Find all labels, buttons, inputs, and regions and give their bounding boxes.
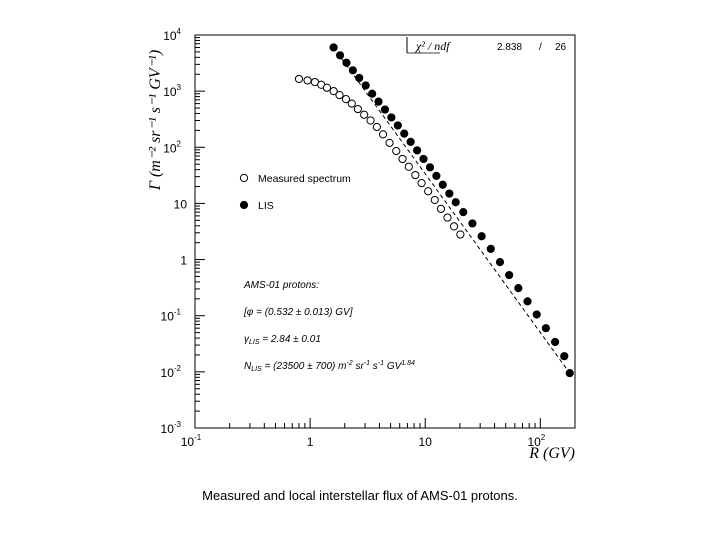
lis-point	[374, 97, 383, 106]
stats-separator: /	[539, 42, 542, 53]
annotation-gamma: γLIS = 2.84 ± 0.01	[244, 334, 321, 346]
stats-ndf-value: 26	[555, 42, 567, 53]
measured-point	[347, 99, 356, 108]
legend-label-lis: LIS	[258, 200, 274, 212]
lis-point	[406, 137, 415, 146]
y-tick-label: 102	[163, 139, 181, 155]
measured-point	[353, 104, 362, 114]
y-axis-title: Γ (m⁻² sr⁻¹ s⁻¹ GV⁻¹)	[147, 50, 164, 191]
lis-point	[459, 208, 468, 217]
measured-point	[430, 195, 439, 205]
legend-label-measured: Measured spectrum	[258, 173, 351, 185]
lis-point	[380, 105, 390, 114]
annotation-title: AMS-01 protons:	[243, 280, 319, 291]
measured-point	[372, 122, 381, 132]
lis-point	[361, 81, 370, 90]
measured-point	[294, 74, 304, 84]
measured-point	[329, 87, 338, 96]
lis-point	[368, 89, 377, 98]
measured-point	[385, 138, 394, 147]
x-tick-label: 102	[527, 433, 545, 449]
lis-point	[393, 121, 402, 130]
chart: 10-1 1 10 102 10-3 10-2 10-1 1 10 102 103 104 χ² / …	[147, 27, 576, 462]
x-tick-label: 10-1	[181, 433, 202, 449]
measured-point	[378, 130, 388, 139]
measured-point	[341, 95, 351, 104]
measured-point	[398, 154, 407, 164]
series-measured	[294, 74, 465, 239]
stats-chi2-label: χ² / ndf	[415, 39, 451, 53]
measured-point	[443, 213, 452, 222]
y-tick-label: 1	[180, 254, 187, 268]
measured-point	[417, 179, 426, 188]
stats-chi2-value: 2.838	[497, 42, 522, 53]
lis-point	[355, 73, 364, 83]
plot-frame	[194, 34, 576, 429]
measured-point	[449, 222, 459, 231]
measured-point	[366, 116, 375, 125]
lis-point	[451, 198, 460, 207]
lis-point	[468, 219, 477, 228]
lis-point	[342, 58, 351, 67]
measured-point	[303, 76, 312, 85]
stats-box: χ² / ndf 2.838 / 26	[406, 37, 567, 54]
axes: 10-1 1 10 102 10-3 10-2 10-1 1 10 102 103 104	[161, 27, 576, 449]
measured-point	[322, 83, 332, 92]
lis-point	[486, 244, 495, 253]
y-tick-label: 103	[163, 83, 181, 99]
lis-point	[541, 324, 551, 333]
lis-point	[425, 163, 435, 172]
y-tick-label: 10	[174, 197, 188, 211]
figure-caption: Measured and local interstellar flux of …	[202, 488, 518, 503]
lis-point	[400, 129, 409, 138]
x-tick-label: 1	[307, 435, 314, 449]
measured-point	[424, 187, 433, 196]
lis-point	[565, 369, 574, 378]
lis-point	[445, 189, 454, 198]
lis-point	[560, 352, 569, 361]
lis-point	[523, 297, 532, 306]
lis-point	[505, 270, 514, 280]
fit-annotation: AMS-01 protons: [φ = (0.532 ± 0.013) GV]…	[243, 280, 415, 373]
x-tick-label: 10	[419, 435, 433, 449]
lis-point	[329, 43, 338, 52]
lis-point	[387, 113, 396, 122]
lis-point	[419, 154, 428, 164]
series-layer	[294, 43, 574, 378]
y-tick-label: 104	[163, 27, 181, 43]
lis-point	[477, 232, 486, 241]
measured-point	[360, 110, 369, 119]
annotation-norm: NLIS = (23500 ± 700) m-2 sr-1 s-1 GV1.84	[244, 360, 415, 373]
lis-point	[550, 337, 560, 347]
measured-point	[392, 146, 401, 156]
annotation-phi: [φ = (0.532 ± 0.013) GV]	[243, 307, 353, 318]
lis-point	[348, 66, 357, 75]
lis-point	[432, 171, 441, 180]
series-lis	[329, 43, 574, 378]
y-tick-label: 10-1	[161, 308, 182, 324]
legend-marker-measured	[239, 173, 249, 183]
lis-point	[495, 258, 505, 267]
legend-marker-lis	[239, 200, 249, 210]
measured-point	[411, 170, 420, 180]
x-axis-title: R (GV)	[528, 445, 575, 462]
measured-point	[404, 162, 413, 171]
legend: Measured spectrum LIS	[239, 173, 351, 212]
measured-point	[456, 230, 465, 239]
lis-point	[413, 146, 422, 155]
measured-point	[335, 91, 344, 100]
lis-point	[335, 51, 345, 60]
lis-point	[438, 180, 447, 189]
y-tick-label: 10-2	[161, 364, 182, 380]
y-tick-label: 10-3	[161, 420, 182, 436]
lis-point	[514, 284, 523, 293]
measured-point	[436, 204, 446, 213]
lis-point	[532, 310, 541, 319]
